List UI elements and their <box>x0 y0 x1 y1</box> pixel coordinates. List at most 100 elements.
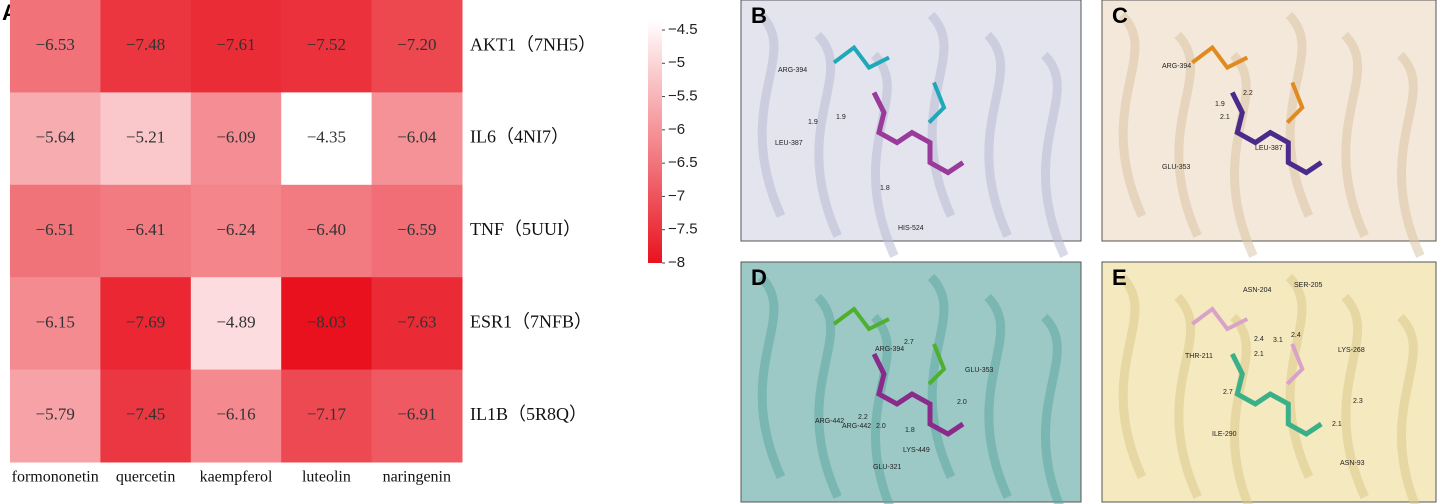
colorbar-tick-label: −5 <box>668 54 685 71</box>
residue-label: 2.4 <box>1291 332 1301 339</box>
ligand <box>871 91 965 176</box>
residue <box>1191 306 1305 386</box>
residue-label: GLU-321 <box>873 464 902 471</box>
panel-label: D <box>751 265 767 290</box>
helix-ribbon <box>814 293 842 499</box>
residue-label: 2.3 <box>1353 398 1363 405</box>
helix-ribbon <box>984 31 1012 238</box>
residue-label: 2.2 <box>1243 90 1253 97</box>
residue-label: 2.7 <box>1223 389 1233 396</box>
residue-label: 2.4 <box>1254 336 1264 343</box>
heatmap-cell <box>281 92 373 186</box>
row-label: AKT1（7NH5） <box>470 34 596 54</box>
residue-label: 1.9 <box>836 114 846 121</box>
residue-label: ARG-394 <box>875 346 904 353</box>
residue-label: HIS-524 <box>898 225 924 232</box>
cell-label: −4.89 <box>216 312 255 331</box>
column-label: kaempferol <box>200 469 273 486</box>
cell-label: −6.51 <box>36 220 75 239</box>
residue-label: 2.0 <box>876 423 886 430</box>
helix-ribbon <box>1118 11 1147 218</box>
cell-label: −6.41 <box>126 220 165 239</box>
row-label: ESR1（7NFB） <box>470 312 592 332</box>
panel-label: C <box>1112 3 1128 28</box>
residue-label: 2.0 <box>957 399 967 406</box>
helix-ribbon <box>757 273 786 479</box>
colorbar-tick-label: −7 <box>668 187 685 204</box>
heatmap-cell <box>190 277 282 371</box>
residue-label: LEU-387 <box>775 140 803 147</box>
residue-label: 1.8 <box>905 427 915 434</box>
cell-label: −8.03 <box>307 312 346 331</box>
residue-label: 2.1 <box>1332 421 1342 428</box>
helix-ribbon <box>984 293 1012 499</box>
ligand <box>1230 352 1323 437</box>
residue-label: LYS-449 <box>903 447 930 454</box>
heatmap-cell <box>190 0 282 93</box>
residue-label: LEU-387 <box>1255 145 1283 152</box>
panel-label: E <box>1112 265 1127 290</box>
ligand <box>871 352 965 437</box>
heatmap-cell <box>10 92 101 186</box>
panel-background <box>740 261 1082 503</box>
heatmap-cell <box>281 369 373 463</box>
cell-label: −6.15 <box>36 312 75 331</box>
heatmap-cell <box>10 0 101 93</box>
heatmap-cell <box>281 0 373 93</box>
cell-label: −6.91 <box>397 405 436 424</box>
heatmap-cell <box>190 184 282 278</box>
panel-background <box>1101 0 1437 242</box>
column-label: naringenin <box>383 469 451 486</box>
heatmap-cell <box>10 184 101 278</box>
cell-label: −5.21 <box>126 128 165 147</box>
cell-label: −6.59 <box>397 220 436 239</box>
helix-ribbon <box>1118 273 1147 479</box>
heatmap-cell <box>371 184 463 278</box>
residue-label: ARG-394 <box>778 67 807 74</box>
heatmap-cell <box>371 0 463 93</box>
residue-label: ILE-290 <box>1212 431 1237 438</box>
panel-label: B <box>751 3 767 28</box>
heatmap-cell <box>371 277 463 371</box>
colorbar-tick-label: −5.5 <box>668 88 698 105</box>
residue-label: 2.1 <box>1220 114 1230 121</box>
cell-label: −6.53 <box>36 35 75 54</box>
helix-ribbon <box>1396 51 1425 258</box>
colorbar-tick-label: −8 <box>668 254 685 271</box>
row-label: IL6（4NI7） <box>470 127 569 147</box>
heatmap-cell <box>281 277 373 371</box>
colorbar-tick-label: −6 <box>668 121 685 138</box>
cell-label: −6.24 <box>216 220 256 239</box>
residue-label: SER-205 <box>1294 282 1323 289</box>
helix-ribbon <box>1040 313 1064 504</box>
residue <box>832 44 947 124</box>
cell-label: −7.20 <box>397 35 436 54</box>
residue-label: GLU-353 <box>1162 164 1191 171</box>
cell-label: −6.09 <box>216 128 255 147</box>
residue <box>1191 44 1305 124</box>
residue-label: 1.8 <box>880 185 890 192</box>
cell-label: −7.52 <box>307 35 346 54</box>
panel-background <box>740 0 1082 242</box>
helix-ribbon <box>757 11 786 218</box>
colorbar-tick-label: −6.5 <box>668 154 698 171</box>
helix-ribbon <box>1174 31 1202 238</box>
ligand <box>1230 91 1323 176</box>
docking-panel: C ARG-394 GLU-353 LEU-387 1.9 2.1 2.2 <box>1101 0 1437 258</box>
helix-ribbon <box>1396 313 1420 504</box>
cell-label: −7.61 <box>216 35 255 54</box>
helix-ribbon <box>814 31 842 238</box>
docking-panel: E ASN-204 SER-205 LYS-268 THR-211 ILE-290 ASN-… <box>1101 261 1437 504</box>
residue-label: 2.1 <box>1254 351 1264 358</box>
residue-label: 2.2 <box>858 414 868 421</box>
cell-label: −5.64 <box>36 128 76 147</box>
residue-label: ARG-394 <box>1162 63 1191 70</box>
cell-label: −6.04 <box>397 128 437 147</box>
column-label: quercetin <box>116 469 176 486</box>
helix-ribbon <box>1341 31 1369 238</box>
helix-ribbon <box>1040 51 1069 258</box>
heatmap-cell <box>371 92 463 186</box>
residue-label: THR-211 <box>1185 353 1213 360</box>
cell-label: −6.16 <box>216 405 255 424</box>
